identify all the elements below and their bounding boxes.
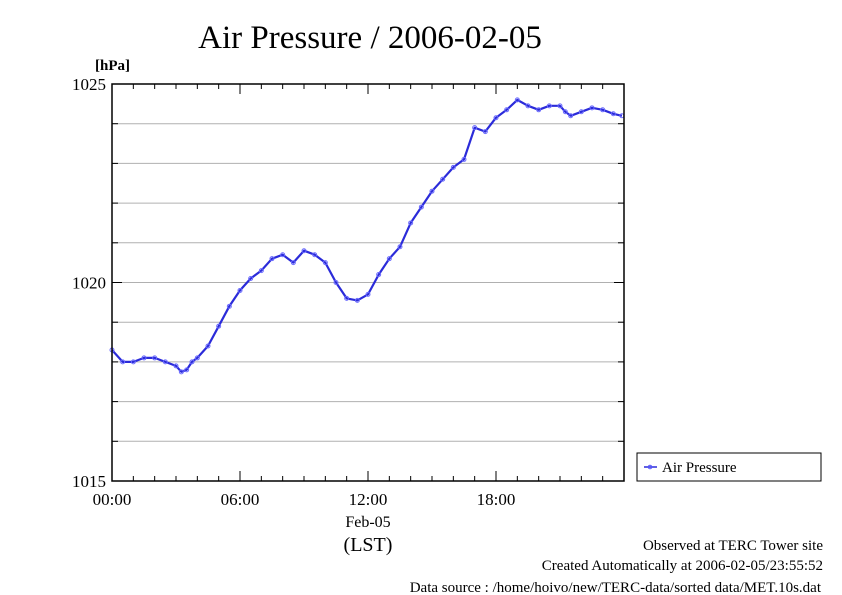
data-point (301, 248, 307, 254)
data-point (514, 97, 520, 103)
data-point (226, 303, 232, 309)
footer-observed: Observed at TERC Tower site (643, 538, 823, 554)
data-point (173, 363, 179, 369)
data-point (472, 125, 478, 131)
data-point (189, 359, 195, 365)
data-point (525, 103, 531, 109)
data-point (386, 256, 392, 262)
data-point (589, 105, 595, 111)
footer-data-source: Data source : /home/hoivo/new/TERC-data/… (410, 580, 822, 595)
data-point (184, 367, 190, 373)
y-tick-label: 1020 (72, 274, 106, 293)
data-point (450, 164, 456, 170)
series-line (111, 98, 623, 373)
y-axis-unit-label: [hPa] (95, 58, 130, 74)
data-point (152, 355, 158, 361)
data-point (536, 107, 542, 113)
data-point (194, 355, 200, 361)
data-point (440, 176, 446, 182)
data-point (258, 268, 264, 274)
data-point (269, 256, 275, 262)
data-point (216, 323, 222, 329)
data-point (482, 129, 488, 135)
data-point (322, 260, 328, 266)
data-point (248, 276, 254, 282)
data-point (600, 107, 606, 113)
grid-lines (112, 123, 624, 442)
y-tick-label: 1025 (72, 75, 106, 94)
data-point (141, 355, 147, 361)
data-point (493, 115, 499, 121)
data-point (562, 109, 568, 115)
data-point (130, 359, 136, 365)
axis-ticks: 1015 1020 1025 00:00 06:00 12:00 18:00 (72, 75, 625, 509)
data-point (312, 252, 318, 258)
data-point (290, 260, 296, 266)
legend-label: Air Pressure (662, 460, 737, 476)
x-tick-label: 06:00 (221, 490, 260, 509)
x-axis-unit-label: (LST) (344, 534, 393, 556)
data-point (578, 109, 584, 115)
data-point (178, 369, 184, 375)
data-point (280, 252, 286, 258)
legend-box (636, 452, 822, 482)
chart-title: Air Pressure / 2006-02-05 (198, 20, 542, 56)
x-tick-label: 18:00 (477, 490, 516, 509)
x-axis-date-label: Feb-05 (345, 514, 390, 531)
data-point (418, 204, 424, 210)
series-layer (109, 97, 625, 375)
data-point (504, 107, 510, 113)
y-tick-label: 1015 (72, 472, 106, 491)
data-point (568, 113, 574, 119)
data-point (376, 272, 382, 278)
legend: Air Pressure (636, 452, 822, 482)
data-point (397, 244, 403, 250)
data-point (546, 103, 552, 109)
data-point (333, 280, 339, 285)
legend-marker-swatch (647, 464, 653, 470)
data-point (205, 343, 211, 349)
data-point (354, 297, 360, 303)
data-point (162, 359, 168, 365)
data-point (408, 220, 414, 226)
data-point (429, 188, 435, 194)
data-point (557, 103, 563, 109)
data-point (461, 156, 467, 162)
data-point (237, 287, 243, 293)
x-tick-label: 00:00 (93, 490, 132, 509)
footer-created: Created Automatically at 2006-02-05/23:5… (542, 558, 823, 574)
data-point (120, 359, 126, 365)
data-point (610, 111, 616, 117)
data-point (365, 291, 371, 297)
x-tick-label: 12:00 (349, 490, 388, 509)
data-point (344, 295, 350, 301)
